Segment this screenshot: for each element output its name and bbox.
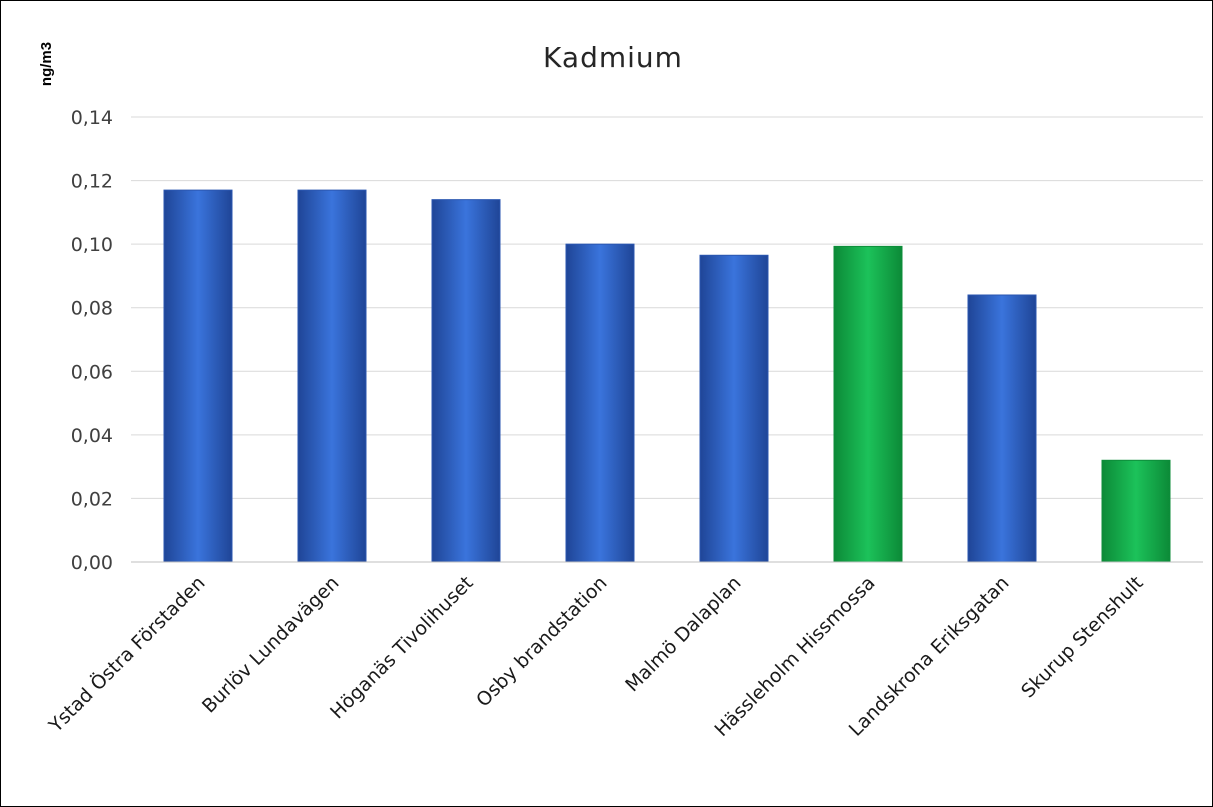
x-category-label: Burlöv Lundavägen [198, 572, 344, 718]
bar [163, 189, 233, 563]
y-tick-label: 0,10 [71, 234, 113, 256]
x-category-label: Landskrona Eriksgatan [845, 572, 1014, 741]
y-tick-label: 0,12 [71, 171, 113, 193]
y-tick-label: 0,06 [71, 361, 113, 383]
y-tick-label: 0,08 [71, 298, 113, 320]
x-category-label: Malmö Dalaplan [621, 572, 745, 696]
bar [967, 294, 1037, 563]
bar [297, 189, 367, 563]
x-category-label: Skurup Stenshult [1017, 572, 1147, 702]
y-tick-label: 0,00 [71, 552, 113, 574]
y-axis-unit-label: ng/m3 [38, 42, 55, 86]
y-tick-label: 0,14 [71, 107, 113, 129]
bar [431, 199, 501, 563]
gridlines [131, 116, 1203, 563]
x-category-label: Ystad Östra Förstaden [43, 571, 209, 737]
bars [131, 189, 1203, 563]
x-category-label: Höganäs Tivolihuset [326, 572, 477, 723]
bar [833, 245, 903, 563]
x-category-label: Osby brandstation [472, 572, 611, 711]
bar [1101, 459, 1171, 563]
chart-title: Kadmium [543, 41, 683, 74]
y-axis-ticks: 0,00 0,02 0,04 0,06 0,08 0,10 0,12 0,14 [71, 107, 113, 574]
bar [565, 243, 635, 563]
bar [699, 254, 769, 563]
y-tick-label: 0,04 [71, 425, 113, 447]
y-tick-label: 0,02 [71, 488, 113, 510]
